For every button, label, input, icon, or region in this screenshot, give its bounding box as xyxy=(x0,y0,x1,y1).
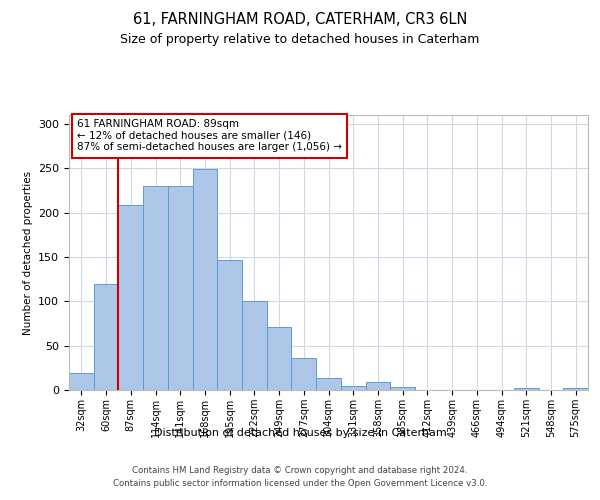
Bar xyxy=(94,284,118,390)
Bar xyxy=(118,204,143,390)
Bar xyxy=(242,302,267,390)
Text: Size of property relative to detached houses in Caterham: Size of property relative to detached ho… xyxy=(121,32,479,46)
Bar xyxy=(168,186,193,390)
Bar xyxy=(563,388,588,390)
Bar xyxy=(143,186,168,390)
Bar xyxy=(69,373,94,390)
Text: 61 FARNINGHAM ROAD: 89sqm
← 12% of detached houses are smaller (146)
87% of semi: 61 FARNINGHAM ROAD: 89sqm ← 12% of detac… xyxy=(77,119,342,152)
Bar xyxy=(514,388,539,390)
Bar xyxy=(217,260,242,390)
Bar xyxy=(365,382,390,390)
Text: 61, FARNINGHAM ROAD, CATERHAM, CR3 6LN: 61, FARNINGHAM ROAD, CATERHAM, CR3 6LN xyxy=(133,12,467,28)
Bar xyxy=(341,386,365,390)
Bar xyxy=(292,358,316,390)
Y-axis label: Number of detached properties: Number of detached properties xyxy=(23,170,32,334)
Text: Contains public sector information licensed under the Open Government Licence v3: Contains public sector information licen… xyxy=(113,479,487,488)
Bar xyxy=(267,327,292,390)
Bar xyxy=(193,169,217,390)
Bar xyxy=(390,388,415,390)
Text: Distribution of detached houses by size in Caterham: Distribution of detached houses by size … xyxy=(154,428,446,438)
Bar xyxy=(316,378,341,390)
Text: Contains HM Land Registry data © Crown copyright and database right 2024.: Contains HM Land Registry data © Crown c… xyxy=(132,466,468,475)
